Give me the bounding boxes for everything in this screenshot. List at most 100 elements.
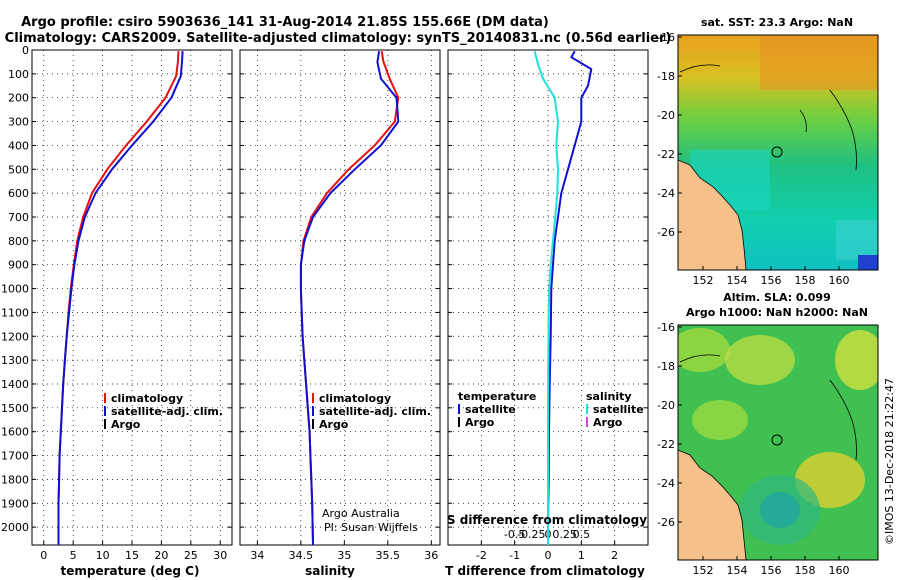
depth-tick-label: 1600 [1,426,29,439]
sla-map-contours [679,354,857,461]
depth-tick-label: 1900 [1,497,29,510]
temperature-xtick-label: 5 [70,549,77,562]
salinity-frame [239,49,441,546]
difference-xlabel: T difference from climatology [445,564,645,578]
salinity-series-line [299,51,400,546]
temperature-xlabel: temperature (deg C) [61,564,200,578]
temperature-legend-swatch [104,406,106,416]
depth-tick-label: 500 [8,163,29,176]
sst-map-contours [679,64,857,171]
salinity-legend-label: Argo [319,418,349,431]
imos-credit: ©IMOS 13-Dec-2018 21:22:47 [883,378,896,545]
difference-series-line [547,50,593,545]
difference-legend-title: salinity [586,390,632,403]
sst-warm-patch [760,35,878,90]
difference-xlabel-top: S difference from climatology [447,513,647,527]
sla-blob-1 [678,328,730,372]
difference-xtick-label: -1 [509,549,520,562]
temperature-legend-swatch [104,419,106,429]
depth-tick-label: 1000 [1,283,29,296]
sla-blob-2 [725,335,795,385]
difference-legend-label: Argo [593,416,623,429]
sla-map-title-line1: Altim. SLA: 0.099 [723,291,830,304]
depth-tick-label: 900 [8,259,29,272]
sst-map: sat. SST: 23.3 Argo: NaN 152 154 156 158 160… [657,16,879,287]
sst-ticks-lat-label: -16 [657,31,675,44]
temperature-xtick-label: 30 [213,549,227,562]
sst-map-ticks: 152 154 156 158 160 -16 -18 -20 -22 -24 -26 [657,31,849,287]
sla-profile-location [771,434,783,446]
difference-top-tick-label: 0.5 [573,528,591,541]
sst-cool-patch-2 [836,220,878,260]
difference-legend-swatch [458,417,460,427]
salinity-xtick-label: 35.5 [376,549,401,562]
sla-map-frame [677,324,879,561]
sla-ticks-lon-label: 160 [829,564,850,577]
depth-tick-label: 1100 [1,306,29,319]
sla-ticks-lat-label: -26 [657,516,675,529]
sst-ticks-lat-label: -18 [657,70,675,83]
salinity-legend-swatch [312,406,314,416]
sla-map-ticks: 152 154 156 158 160 -16 -18 -20 -22 -24 -26 [657,321,849,577]
sla-ticks-lon-label: 156 [761,564,782,577]
sst-map-title: sat. SST: 23.3 Argo: NaN [701,16,853,29]
temperature-xtick-label: 0 [40,549,47,562]
depth-tick-label: 1700 [1,450,29,463]
sla-ticks-lat-label: -16 [657,321,675,334]
sst-ticks-lon-label: 158 [795,274,816,287]
difference-legend-label: satellite [593,403,644,416]
salinity-legend-swatch [312,393,314,403]
salinity-xlabel: salinity [305,564,355,578]
difference-legend-title: temperature [458,390,536,403]
depth-tick-label: 1800 [1,473,29,486]
temperature-legend-label: satellite-adj. clim. [111,405,223,418]
difference-xtick-label: -2 [476,549,487,562]
sla-blob-7 [760,492,800,528]
sla-ticks-lon-label: 154 [727,564,748,577]
difference-xtick-label: 0 [545,549,552,562]
temperature-xtick-label: 10 [96,549,110,562]
temperature-xtick-label: 20 [154,549,168,562]
salinity-panel: 34 34.5 35 35.5 36 climatologysatellite-adj. … [239,49,441,562]
sst-map-land [678,159,747,270]
difference-legend-swatch [586,417,588,427]
sla-map-title-line2: Argo h1000: NaN h2000: NaN [686,306,868,319]
sst-ticks-lon-label: 152 [693,274,714,287]
difference-panel: -2 -1 0 1 2-0.5-0.250 0.250.5temperaturesatel… [447,49,649,562]
sla-blob-4 [692,400,748,440]
depth-tick-label: 700 [8,211,29,224]
sla-ticks-lon-label: 152 [693,564,714,577]
sst-map-frame [677,34,879,271]
sla-map: Altim. SLA: 0.099 Argo h1000: NaN h2000:… [657,291,879,577]
difference-legend-label: satellite [465,403,516,416]
depth-tick-label: 1200 [1,330,29,343]
difference-legend-swatch [586,404,588,414]
difference-top-tick-label: -0.25 [517,528,545,541]
depth-tick-label: 1400 [1,378,29,391]
depth-tick-label: 2000 [1,521,29,534]
sst-ticks-lon-label: 160 [829,274,850,287]
difference-legend-swatch [458,404,460,414]
sla-blob-3 [835,330,878,390]
sst-ticks-lon-label: 154 [727,274,748,287]
depth-tick-label: 200 [8,92,29,105]
credit-pi: PI: Susan Wijffels [324,521,418,534]
sst-ticks-lat-label: -22 [657,148,675,161]
figure-title-line2: Climatology: CARS2009. Satellite-adjuste… [5,31,672,46]
depth-tick-label: 800 [8,235,29,248]
temperature-xtick-label: 25 [184,549,198,562]
temperature-xtick-label: 15 [125,549,139,562]
temperature-series-line [57,51,180,545]
depth-tick-label: 400 [8,139,29,152]
depth-tick-label: 1300 [1,354,29,367]
difference-top-tick-label: 0.25 [552,528,577,541]
sla-ticks-lat-label: -20 [657,399,675,412]
salinity-legend-label: climatology [319,392,391,405]
depth-tick-label: 300 [8,116,29,129]
difference-xtick-label: 1 [578,549,585,562]
sla-ticks-lon-label: 158 [795,564,816,577]
salinity-xtick-label: 35 [337,549,351,562]
credit-argo-australia: Argo Australia [322,507,400,520]
depth-tick-label: 100 [8,68,29,81]
